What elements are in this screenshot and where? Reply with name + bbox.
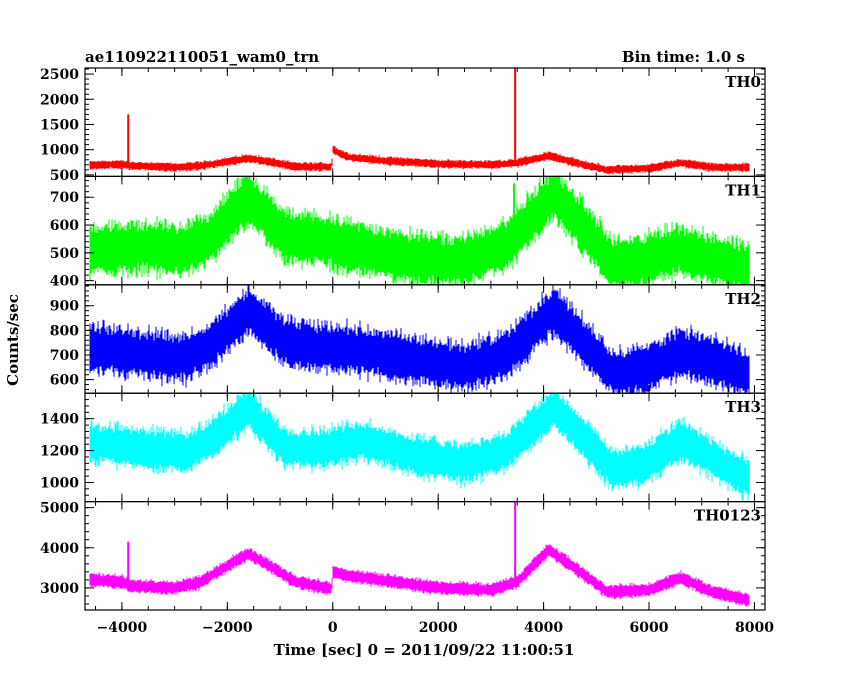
x-axis-label: Time [sec] 0 = 2011/09/22 11:00:51 [274,641,575,659]
series-trace-th3 [89,393,750,502]
series-trace-th1 [89,176,750,285]
panel-th0: TH0 500 1000 1500 2000 2500 [40,67,766,184]
y-tick-label: 1000 [40,475,79,491]
x-tick-label: 4000 [524,620,563,636]
bin-time-label: Bin time: 1.0 s [622,48,745,66]
y-tick-label: 1200 [40,444,79,460]
y-tick-label: 600 [50,218,79,234]
series-trace-th2 [89,284,750,394]
y-tick-label: 800 [50,323,79,339]
y-tick-label: 5000 [40,501,79,517]
chart-title: ae110922110051_wam0_trn [85,48,319,66]
y-tick-label: 2000 [40,92,79,108]
panel-label: TH2 [725,290,761,308]
x-tick-label: 0 [328,620,338,636]
series-trace-th0123 [89,544,750,607]
x-tick-label: 6000 [630,620,669,636]
y-tick-label: 700 [50,190,79,206]
panel-th1: TH1 400 500 600 700 [50,175,766,290]
panel-label: TH0123 [694,507,761,525]
panel-label: TH0 [725,73,761,91]
y-tick-label: 2500 [40,67,79,83]
y-tick-label: 400 [50,274,79,290]
x-tick-label: −2000 [202,620,253,636]
panel-label: TH1 [725,181,761,199]
y-tick-label: 700 [50,348,79,364]
y-tick-label: 900 [50,299,79,315]
y-tick-label: 1400 [40,412,79,428]
y-tick-label: 1500 [40,117,79,133]
panel-th0123: TH0123 3000 4000 5000 [40,501,766,611]
y-tick-label: 500 [50,168,79,184]
x-tick-label: 8000 [735,620,774,636]
series-trace-th0 [89,145,750,175]
x-tick-label: 2000 [419,620,458,636]
y-axis-label: Counts/sec [4,294,22,386]
y-tick-label: 1000 [40,143,79,159]
y-tick-label: 3000 [40,581,79,597]
panel-th2: TH2 600 700 800 900 [50,284,766,394]
y-tick-label: 600 [50,373,79,389]
panel-th3: TH3 1000 1200 1400 [40,392,766,503]
panel-label: TH3 [725,398,761,416]
x-tick-label: −4000 [97,620,148,636]
panel-frame [84,501,766,611]
y-tick-label: 4000 [40,541,79,557]
y-tick-label: 500 [50,246,79,262]
